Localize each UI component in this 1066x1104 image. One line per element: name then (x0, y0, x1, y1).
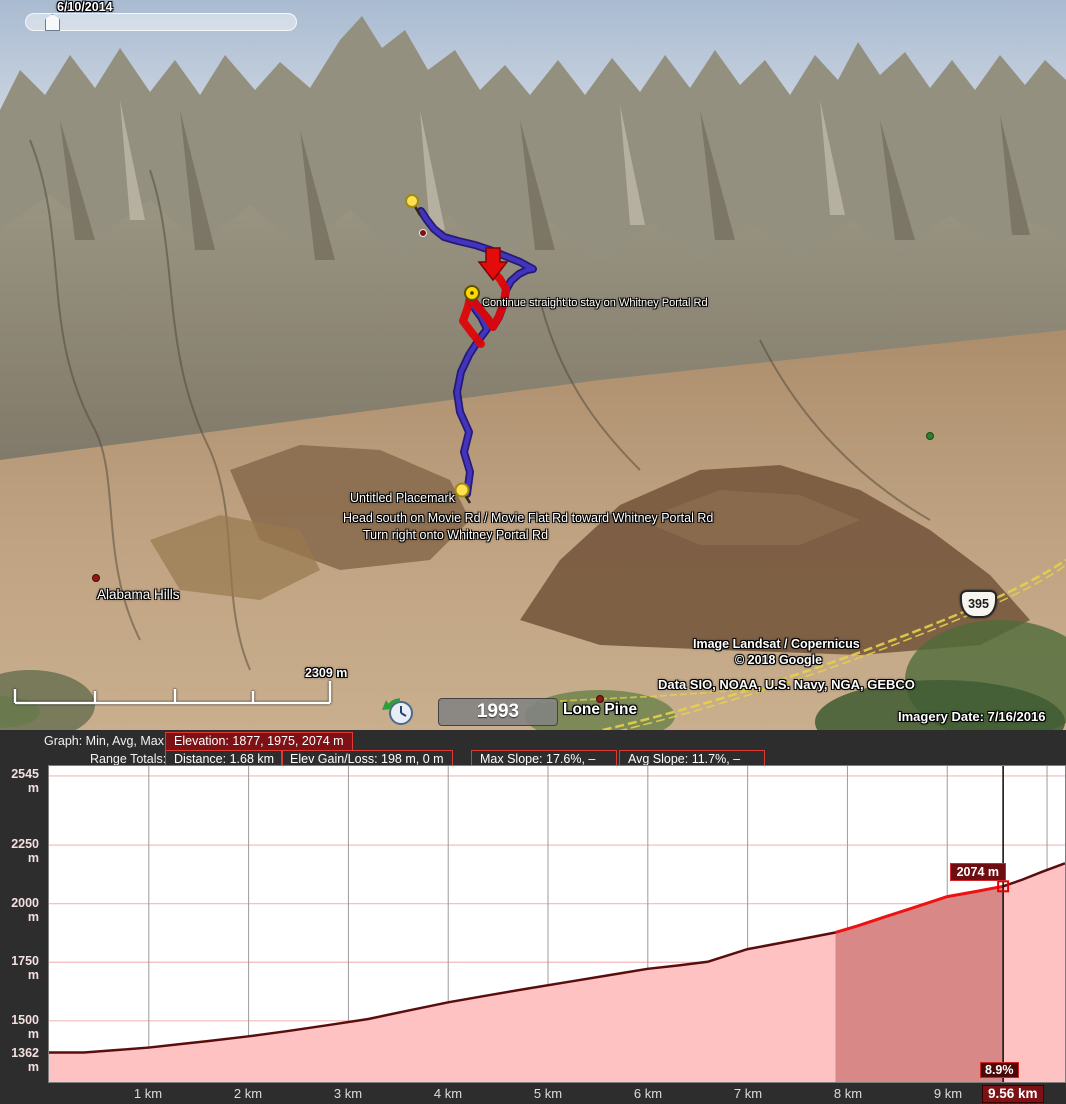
elevation-line-selected (835, 884, 1004, 934)
route-track[interactable] (417, 207, 537, 498)
cursor-point-marker (997, 880, 1010, 893)
map-3d-view[interactable]: 6/10/2014 Continue straight to stay on W… (0, 0, 1066, 730)
turn-arrow-marker[interactable] (477, 247, 509, 282)
imagery-date-label: Imagery Date: 7/16/2016 (898, 709, 1046, 724)
track-node-marker[interactable] (419, 229, 427, 237)
elevation-profile-panel: Graph: Min, Avg, Max Elevation: 1877, 19… (0, 730, 1066, 1104)
timeline-slider-handle[interactable] (45, 14, 60, 31)
x-axis-tick: 2 km (233, 1086, 263, 1101)
elevation-summary-box: Elevation: 1877, 1975, 2074 m (165, 732, 353, 751)
credit-data-sources: Data SIO, NOAA, U.S. Navy, NGA, GEBCO (658, 677, 915, 692)
x-axis-tick: 4 km (433, 1086, 463, 1101)
elevation-chart-plot[interactable] (48, 765, 1066, 1083)
x-axis-tick: 7 km (733, 1086, 763, 1101)
cursor-elevation-badge: 2074 m (949, 863, 1006, 881)
elevation-chart-svg[interactable] (49, 766, 1066, 1082)
x-axis-tick: 9 km (933, 1086, 963, 1101)
alabama-hills-dot (92, 574, 100, 582)
graph-stats-label: Graph: Min, Avg, Max (44, 734, 164, 748)
lone-pine-dot (596, 695, 604, 703)
highway-395-shield: 395 (960, 590, 997, 618)
y-axis-tick: 2000 m (11, 895, 39, 924)
cursor-slope-badge: 8.9% (980, 1062, 1019, 1078)
direction-label-1: Head south on Movie Rd / Movie Flat Rd t… (343, 511, 714, 525)
route-selected-segment[interactable] (459, 267, 510, 348)
x-axis-tick: 8 km (833, 1086, 863, 1101)
elevation-area (1003, 863, 1065, 1082)
direction-label-2: Turn right onto Whitney Portal Rd (363, 528, 549, 542)
scale-bar (13, 681, 332, 705)
timeline-slider-track[interactable] (25, 13, 297, 31)
waypoint-circle-marker[interactable] (464, 285, 480, 301)
x-axis-tick: 6 km (633, 1086, 663, 1101)
x-axis-tick: 1 km (133, 1086, 163, 1101)
elevation-line (49, 931, 836, 1054)
pushpin-top[interactable] (405, 194, 422, 216)
tree-marker[interactable] (926, 432, 934, 440)
y-axis-tick: 1500 m (11, 1013, 39, 1042)
range-totals-label: Range Totals: (90, 752, 167, 766)
historical-imagery-clock-icon[interactable] (382, 698, 413, 725)
scale-bar-label: 2309 m (305, 666, 348, 680)
pushpin-untitled-placemark[interactable] (454, 482, 472, 504)
timeline-date-label: 6/10/2014 (57, 0, 113, 14)
y-axis-tick: 1362 m (11, 1046, 39, 1074)
x-axis-tick: 3 km (333, 1086, 363, 1101)
x-axis-tick: 5 km (533, 1086, 563, 1101)
y-axis-tick: 2545 m (11, 767, 39, 795)
cursor-distance-badge: 9.56 km (982, 1085, 1044, 1103)
historical-imagery-year-tag: 1993 (438, 698, 558, 726)
credit-landsat: Image Landsat / Copernicus (693, 637, 860, 651)
route-overlay (13, 194, 537, 725)
route-track-inner[interactable] (418, 208, 536, 497)
town-label: Lone Pine (563, 701, 638, 718)
credit-google: © 2018 Google (735, 653, 823, 667)
route-instruction-label: Continue straight to stay on Whitney Por… (482, 297, 708, 309)
region-label: Alabama Hills (97, 587, 180, 602)
elevation-area-selected (835, 886, 1004, 1082)
elevation-line (1002, 862, 1066, 888)
y-axis-tick: 2250 m (11, 836, 39, 865)
placemark-label: Untitled Placemark (350, 491, 455, 505)
elevation-area (49, 932, 836, 1082)
y-axis-tick: 1750 m (11, 954, 39, 983)
terrain-backdrop (0, 0, 1066, 730)
